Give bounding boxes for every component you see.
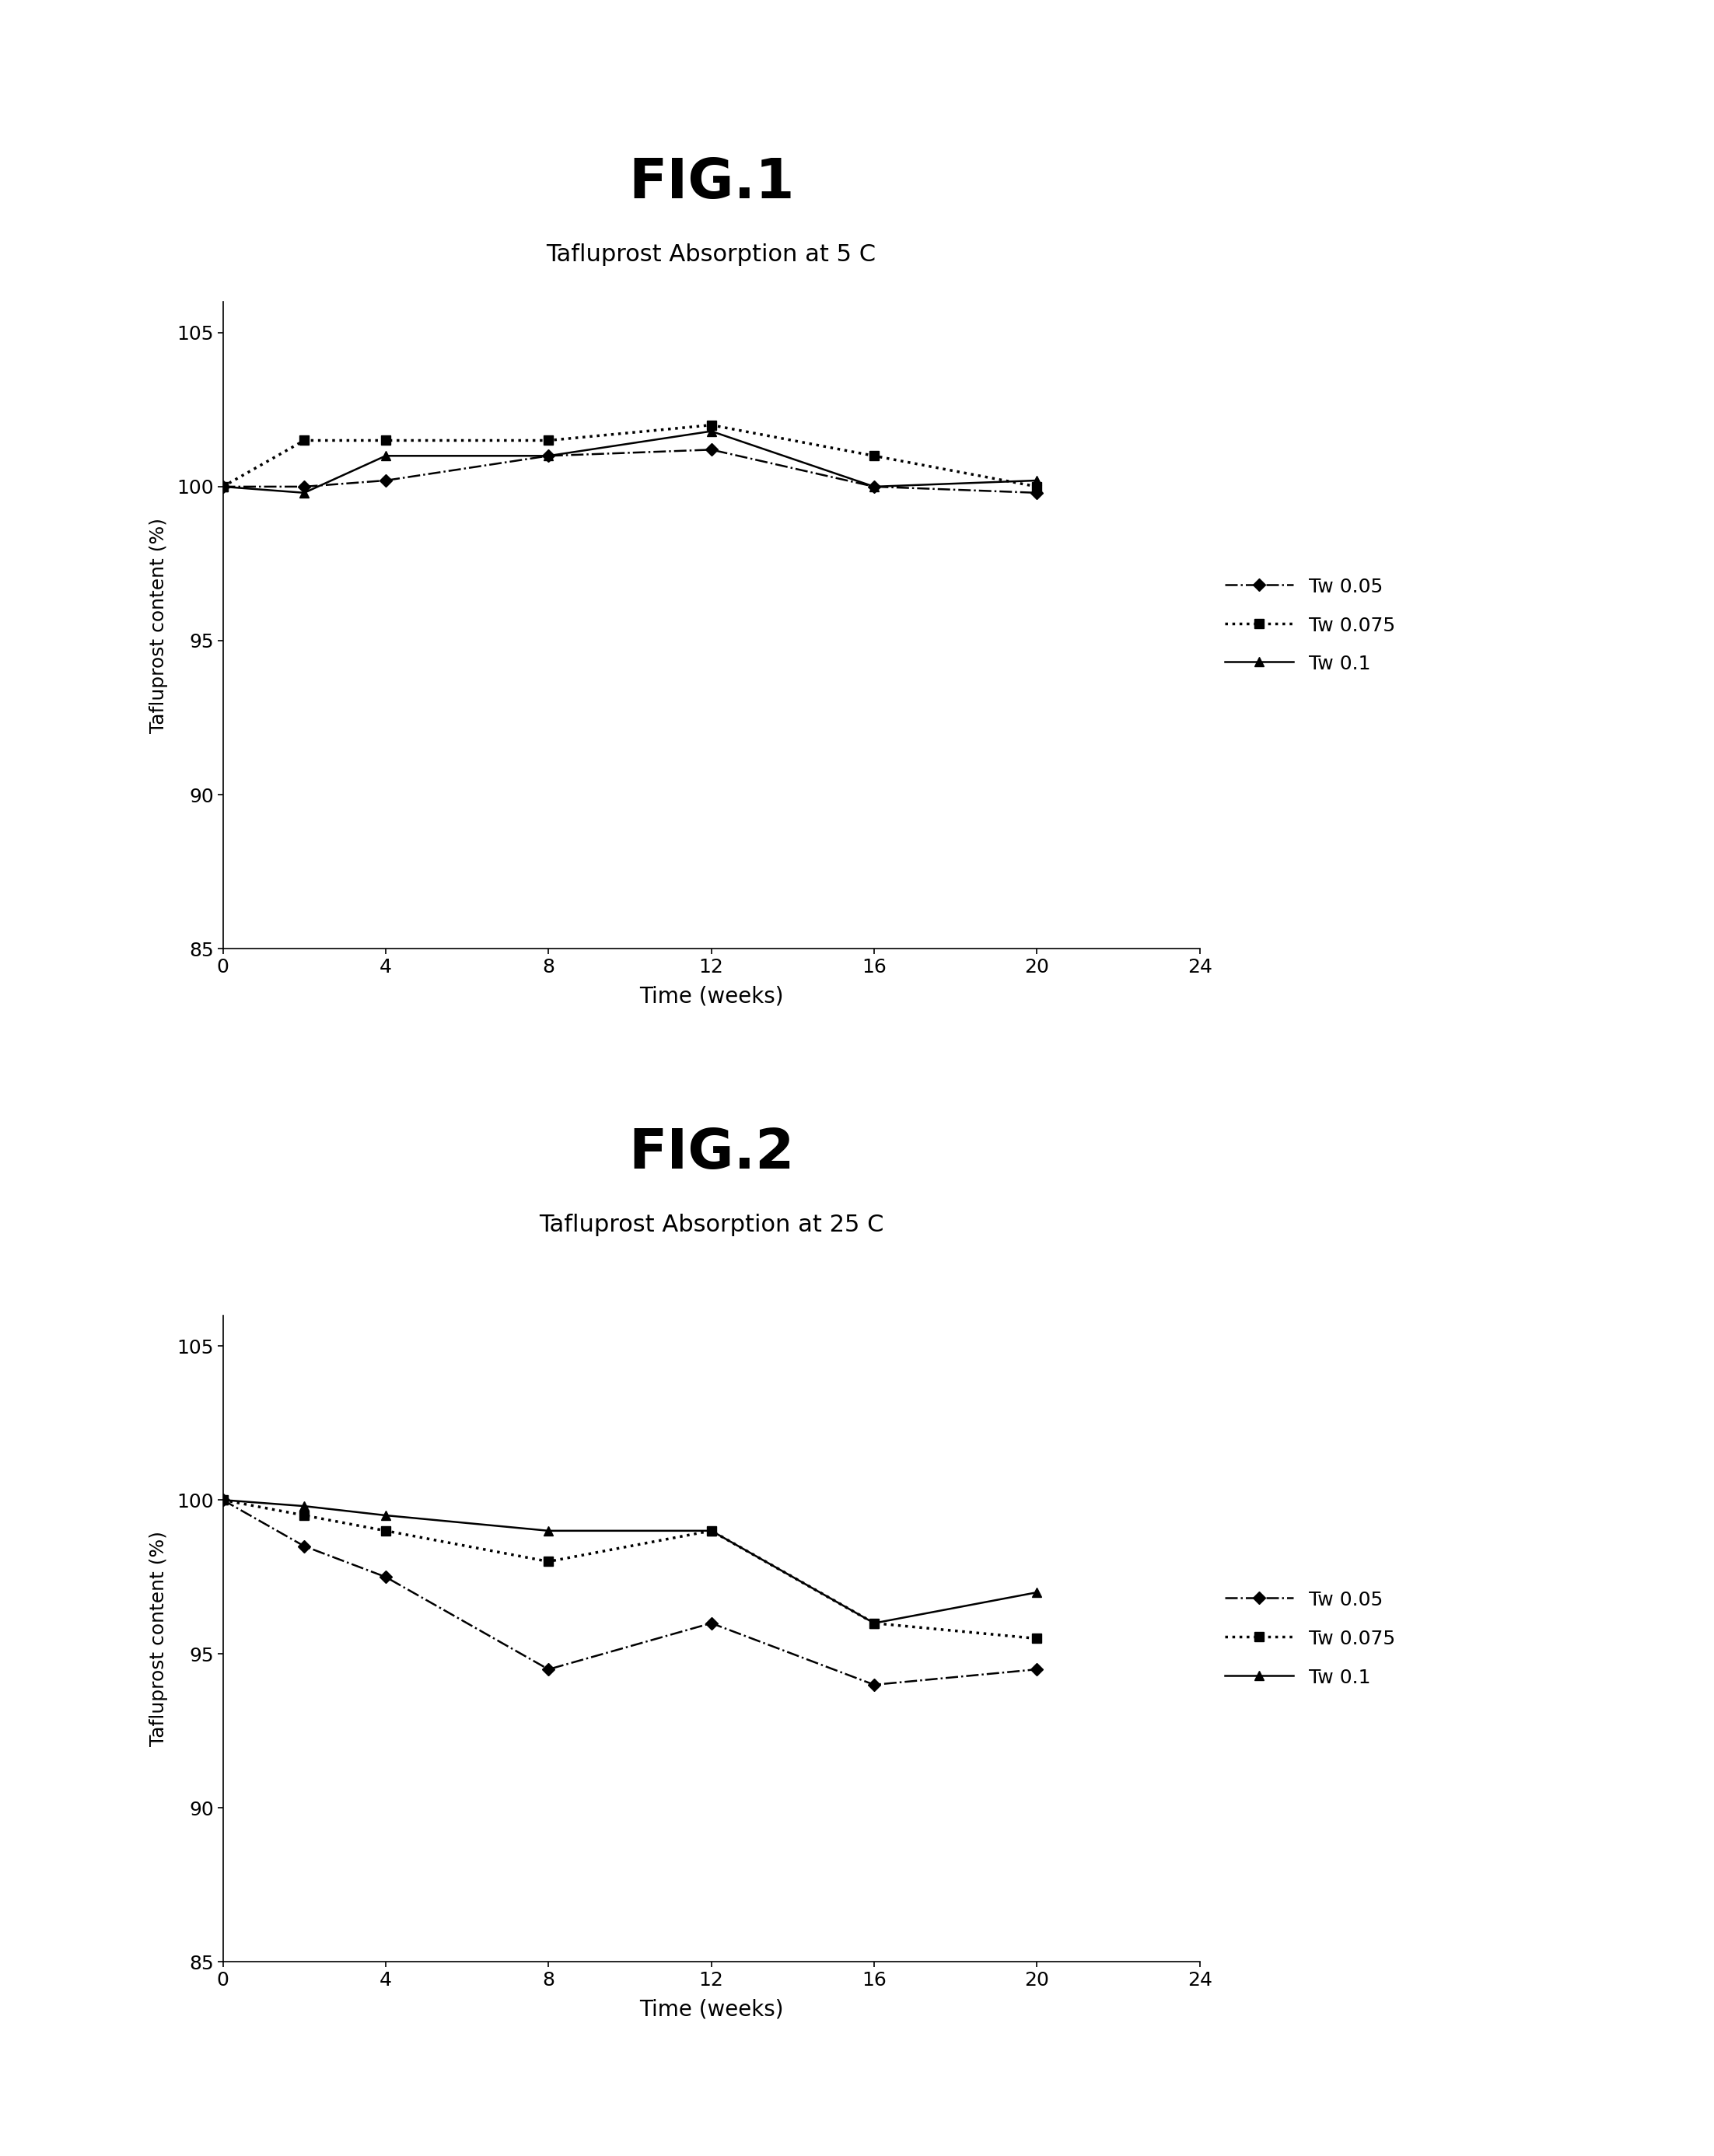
X-axis label: Time (weeks): Time (weeks) <box>639 985 783 1007</box>
X-axis label: Time (weeks): Time (weeks) <box>639 1999 783 2020</box>
Y-axis label: Tafluprost content (%): Tafluprost content (%) <box>149 1531 168 1746</box>
Y-axis label: Tafluprost content (%): Tafluprost content (%) <box>149 517 168 733</box>
Legend: Tw 0.05, Tw 0.075, Tw 0.1: Tw 0.05, Tw 0.075, Tw 0.1 <box>1219 571 1400 679</box>
Text: Tafluprost Absorption at 25 C: Tafluprost Absorption at 25 C <box>538 1214 884 1235</box>
Text: Tafluprost Absorption at 5 C: Tafluprost Absorption at 5 C <box>547 244 876 265</box>
Text: FIG.2: FIG.2 <box>629 1128 794 1179</box>
Legend: Tw 0.05, Tw 0.075, Tw 0.1: Tw 0.05, Tw 0.075, Tw 0.1 <box>1219 1585 1400 1692</box>
Text: FIG.1: FIG.1 <box>629 157 794 209</box>
